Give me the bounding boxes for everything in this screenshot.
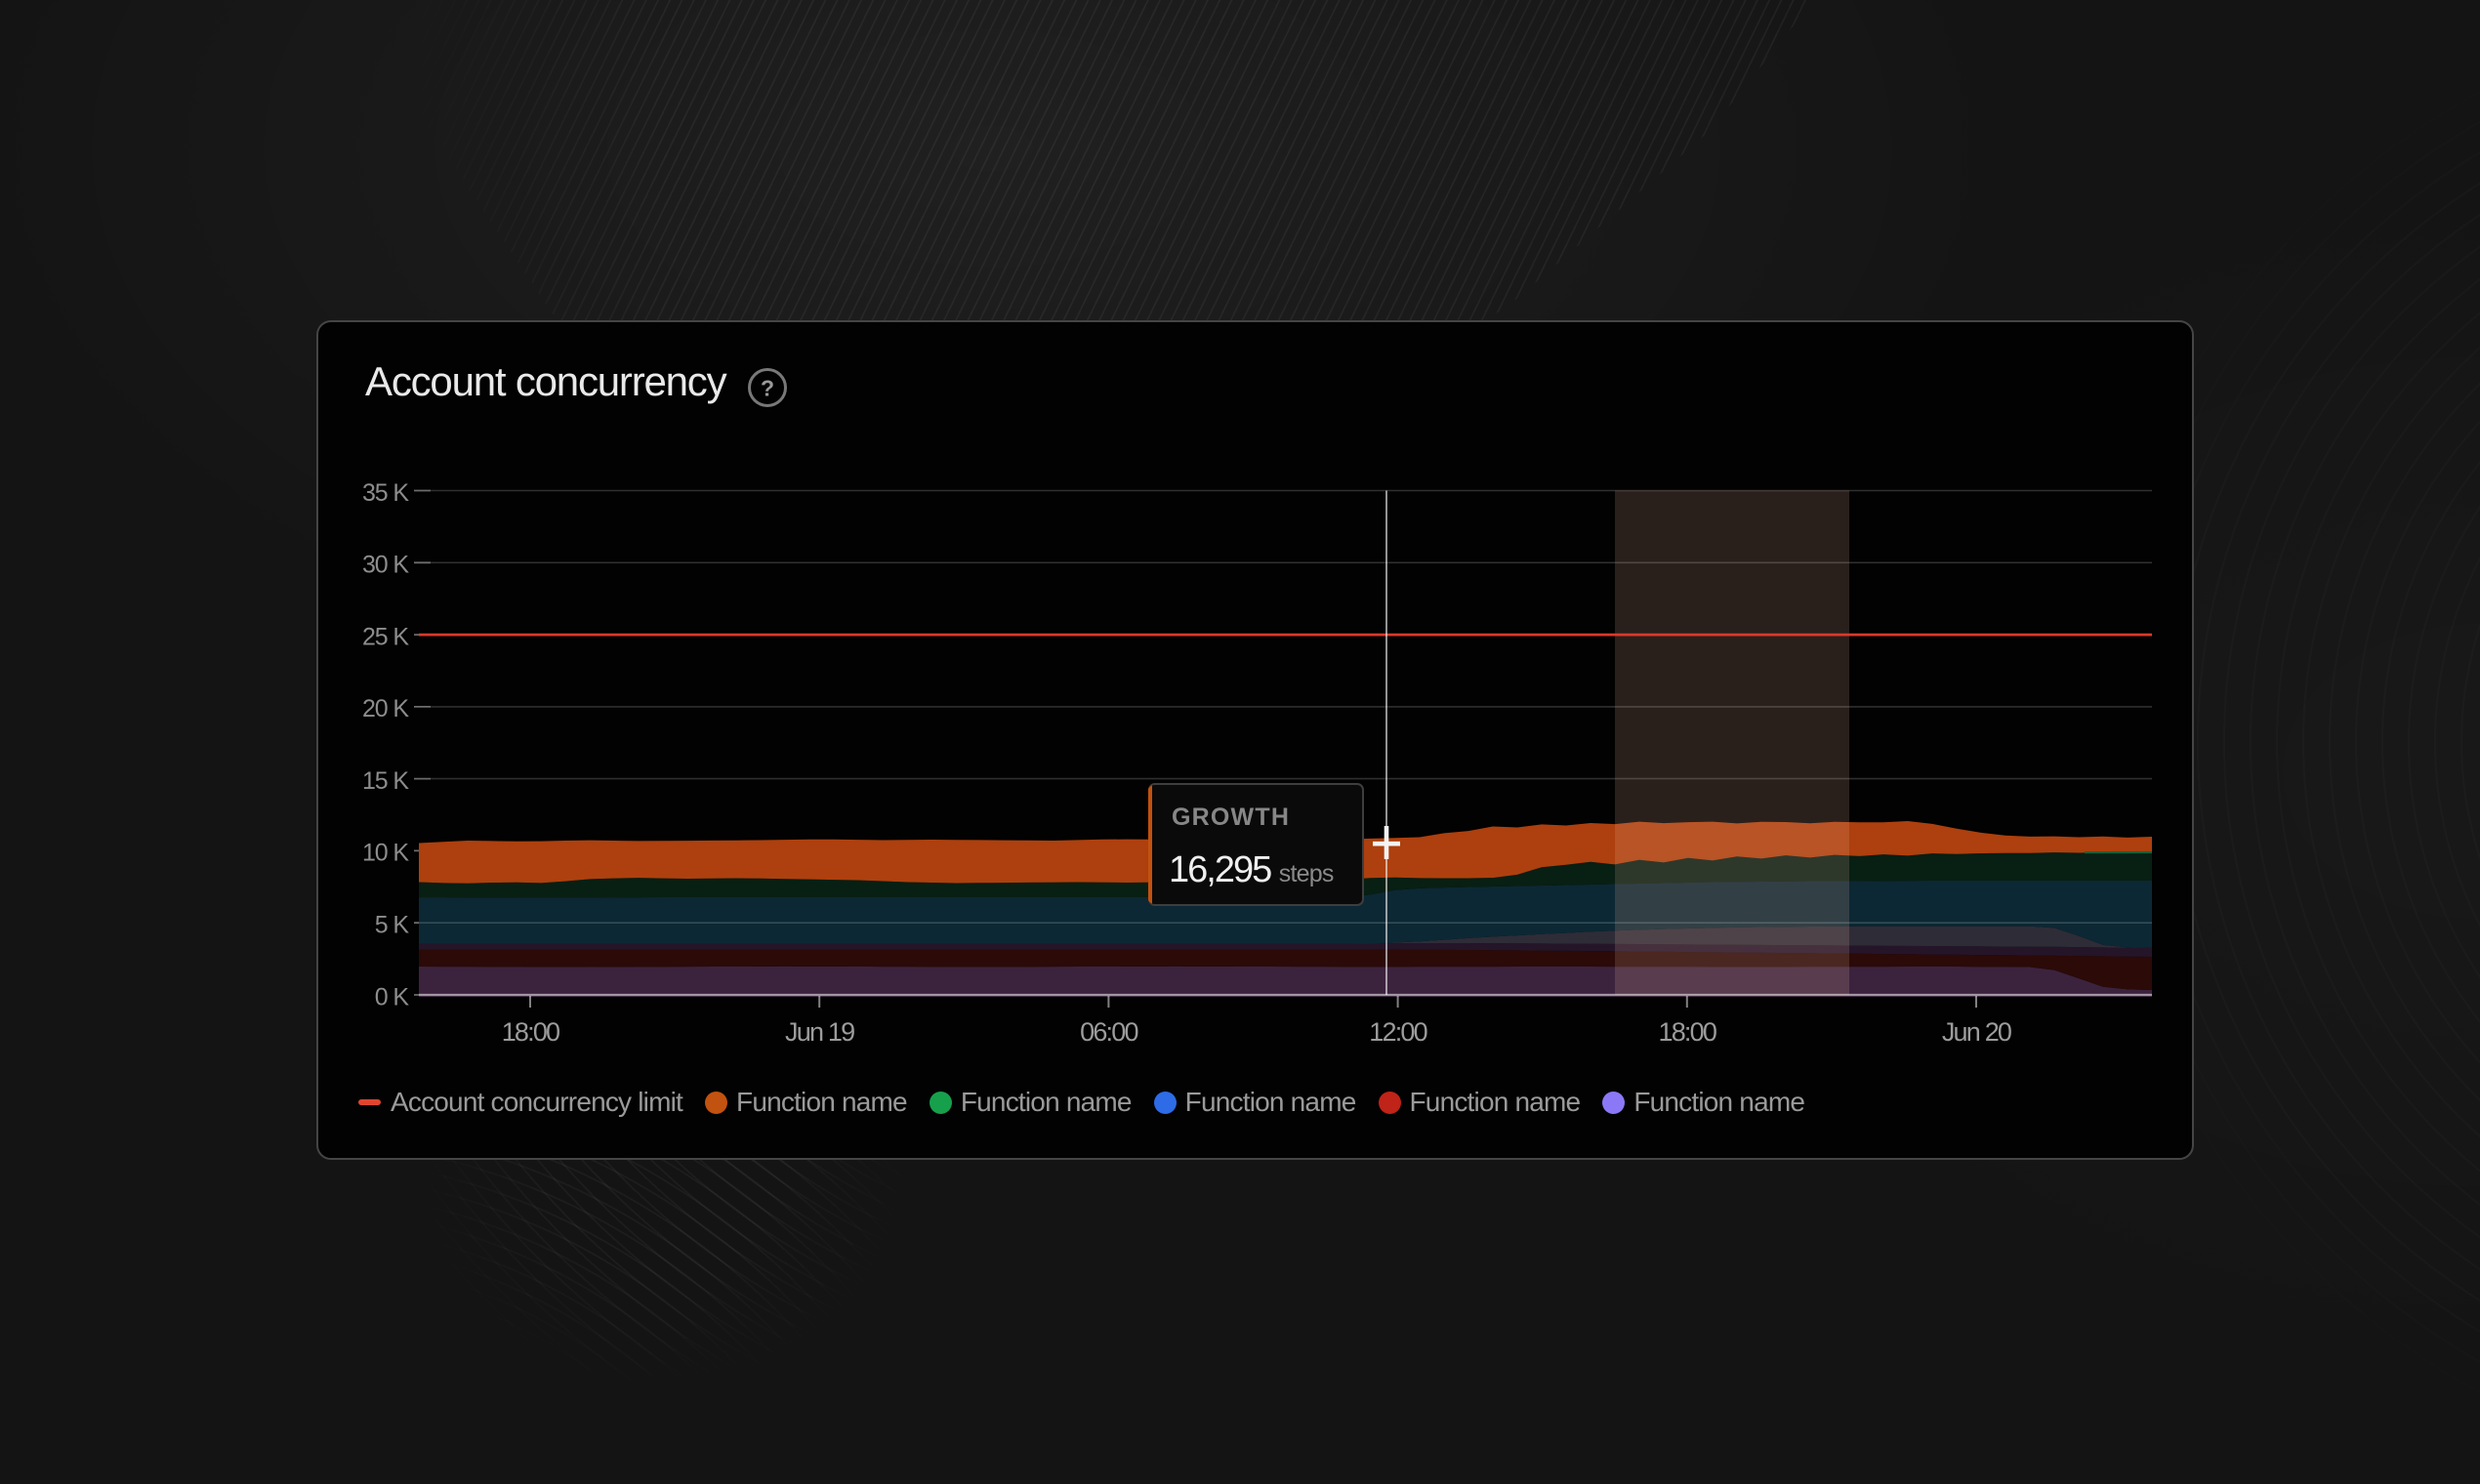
svg-text:Jun 20: Jun 20 [1942, 1017, 2011, 1047]
svg-text:0 K: 0 K [375, 983, 410, 1010]
svg-text:18:00: 18:00 [502, 1017, 559, 1047]
svg-text:Jun 19: Jun 19 [785, 1017, 854, 1047]
svg-text:15 K: 15 K [362, 767, 409, 795]
svg-text:5 K: 5 K [375, 912, 410, 939]
svg-text:18:00: 18:00 [1659, 1017, 1716, 1047]
svg-text:12:00: 12:00 [1369, 1017, 1426, 1047]
svg-text:35 K: 35 K [362, 479, 409, 507]
svg-text:06:00: 06:00 [1080, 1017, 1137, 1047]
svg-text:10 K: 10 K [362, 840, 409, 867]
svg-text:20 K: 20 K [362, 695, 409, 722]
svg-text:25 K: 25 K [362, 623, 409, 650]
svg-text:?: ? [761, 376, 774, 401]
svg-text:30 K: 30 K [362, 552, 409, 579]
